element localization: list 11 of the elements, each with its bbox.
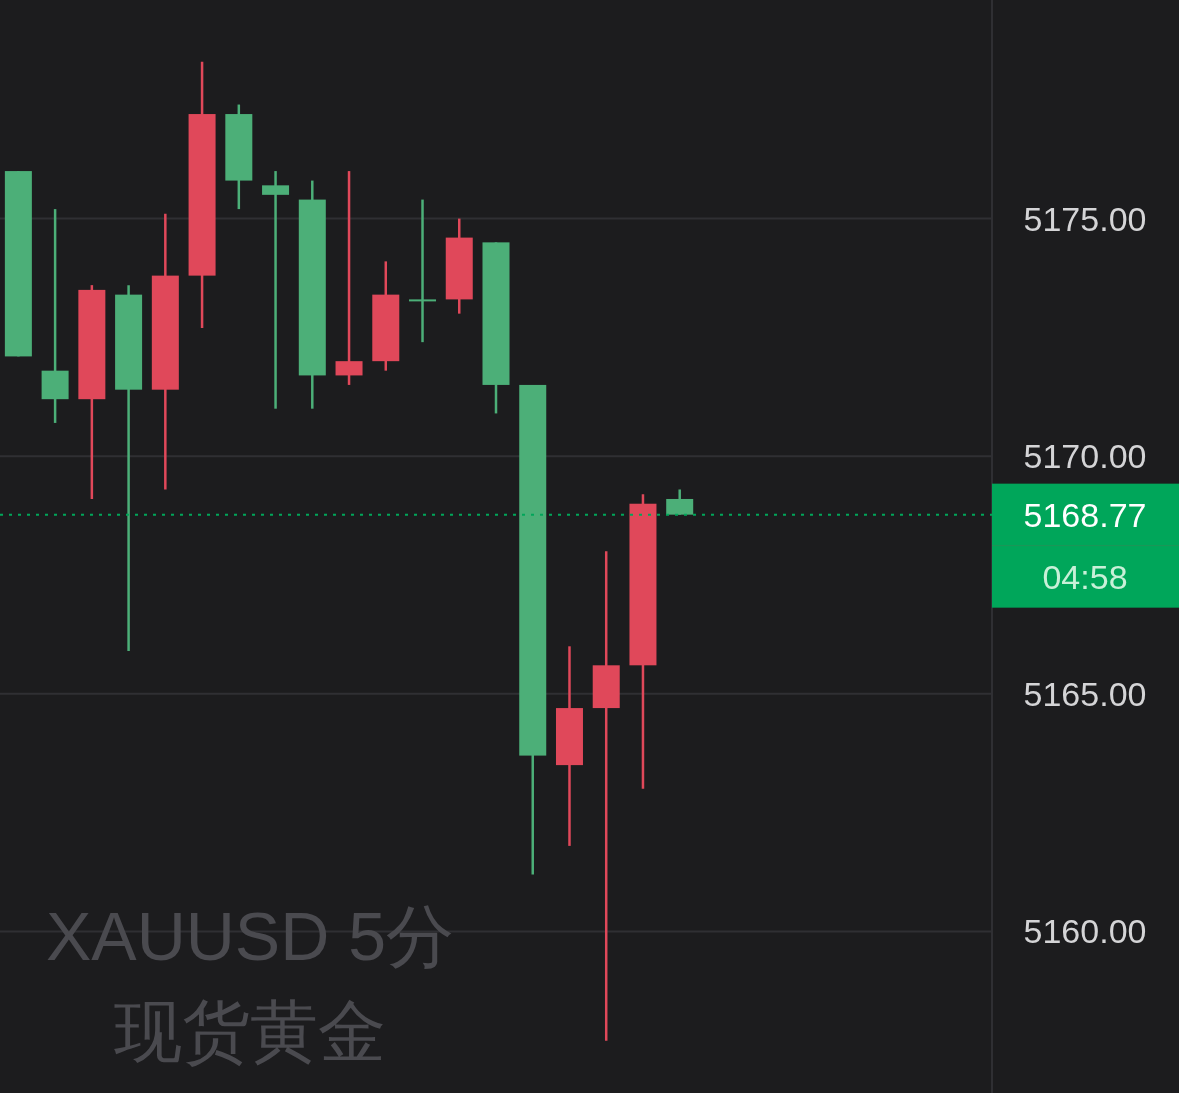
candlestick (592, 550, 620, 1042)
ref-line-label: 5168.77 (1023, 495, 1147, 534)
candlestick (409, 198, 437, 344)
candlestick (335, 169, 363, 387)
y-tick-label: 5170.00 (1023, 437, 1147, 476)
text: 04:58 (1042, 557, 1128, 596)
y-tick-label: 5165.00 (1023, 674, 1147, 713)
y-tick-label: 5175.00 (1023, 199, 1147, 238)
candlestick (262, 169, 290, 410)
y-tick-label: 5160.00 (1023, 912, 1147, 951)
candlestick (41, 207, 69, 425)
